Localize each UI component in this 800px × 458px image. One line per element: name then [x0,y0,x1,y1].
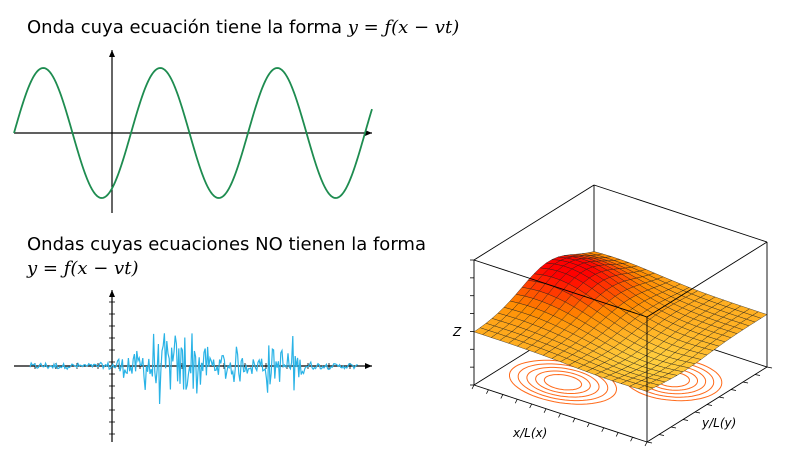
bottom-title: Ondas cuyas ecuaciones NO tienen la form… [27,234,426,255]
bottom-title-equation: y = ƒ(x − vt) [27,258,139,279]
x-axis-label: x/L(x) [512,426,547,440]
sine-wave [13,67,373,199]
bottom-axis-ticks [34,301,351,435]
bottom-signal-panel [14,290,372,442]
3d-surface [473,251,768,392]
top-title: Onda cuya ecuación tiene la forma y = ƒ(… [27,17,459,39]
surface-plot-panel: Z x/L(x) y/L(y) [452,184,773,447]
noisy-signal [29,333,358,405]
top-wave-panel [13,50,373,213]
z-axis-label: Z [452,325,462,339]
top-title-equation: y = ƒ(x − vt) [347,17,460,38]
plot-box-ticks [470,259,773,447]
top-title-text: Onda cuya ecuación tiene la forma [27,17,348,38]
y-axis-label: y/L(y) [701,416,736,430]
